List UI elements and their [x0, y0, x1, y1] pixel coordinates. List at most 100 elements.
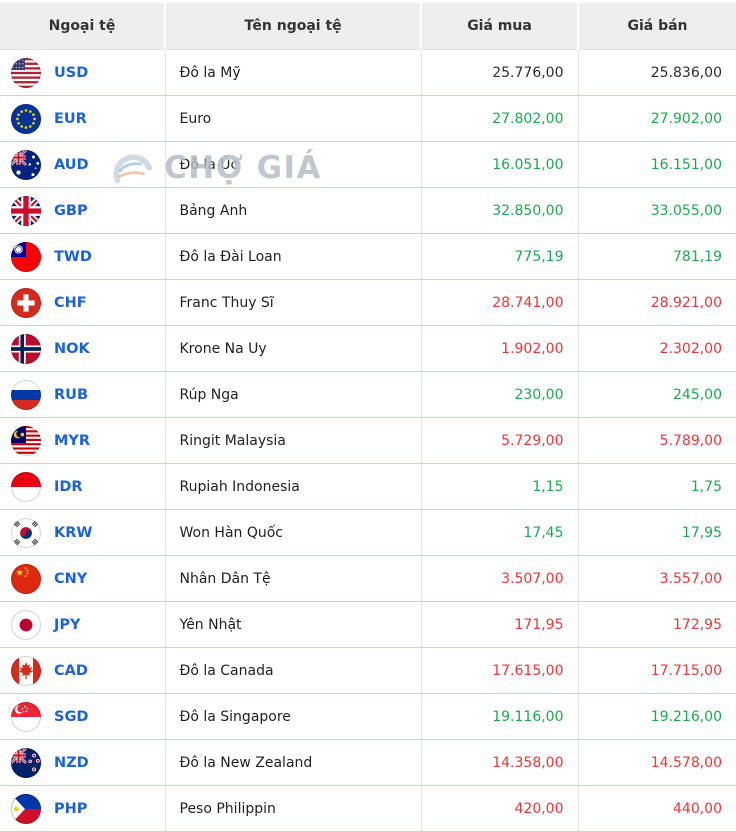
- currency-cell: GBP: [0, 187, 166, 234]
- sell-price: 16.151,00: [578, 141, 736, 188]
- nzd-flag-icon: [11, 747, 41, 778]
- nok-flag-icon: [11, 333, 41, 364]
- currency-cell: JPY: [0, 601, 166, 648]
- currency-name: Đô la Singapore: [165, 693, 422, 740]
- currency-name: Đô la Mỹ: [165, 49, 422, 96]
- sell-price: 25.836,00: [578, 49, 736, 96]
- cny-flag-icon: [11, 563, 41, 594]
- currency-name: Won Hàn Quốc: [165, 509, 422, 556]
- buy-price: 32.850,00: [421, 187, 579, 234]
- sell-price: 2.302,00: [578, 325, 736, 372]
- buy-price: 28.741,00: [421, 279, 579, 326]
- sell-price: 14.578,00: [578, 739, 736, 786]
- table-row: GBP Bảng Anh 32.850,00 33.055,00: [0, 187, 736, 234]
- currency-cell: EUR: [0, 95, 166, 142]
- currency-name: Rupiah Indonesia: [165, 463, 422, 510]
- currency-cell: AUD: [0, 141, 166, 188]
- currency-code-link[interactable]: JPY: [54, 616, 81, 633]
- table-row: RUB Rúp Nga 230,00 245,00: [0, 371, 736, 418]
- twd-flag-icon: [11, 241, 41, 272]
- buy-price: 17.615,00: [421, 647, 579, 694]
- buy-price: 3.507,00: [421, 555, 579, 602]
- sell-price: 5.789,00: [578, 417, 736, 464]
- sell-price: 17,95: [578, 509, 736, 556]
- table-row: CNY Nhân Dân Tệ 3.507,00 3.557,00: [0, 555, 736, 602]
- table-row: PHP Peso Philippin 420,00 440,00: [0, 785, 736, 832]
- jpy-flag-icon: [11, 609, 41, 640]
- sell-price: 28.921,00: [578, 279, 736, 326]
- sell-price: 440,00: [578, 785, 736, 832]
- currency-name: Đô la Úc: [165, 141, 422, 188]
- currency-cell: CAD: [0, 647, 166, 694]
- table-row: EUR Euro 27.802,00 27.902,00: [0, 95, 736, 142]
- currency-code-link[interactable]: KRW: [54, 524, 93, 541]
- currency-code-link[interactable]: TWD: [54, 248, 92, 265]
- currency-cell: MYR: [0, 417, 166, 464]
- currency-name: Yên Nhật: [165, 601, 422, 648]
- currency-cell: NZD: [0, 739, 166, 786]
- currency-name: Đô la New Zealand: [165, 739, 422, 786]
- currency-cell: NOK: [0, 325, 166, 372]
- currency-cell: IDR: [0, 463, 166, 510]
- currency-code-link[interactable]: GBP: [54, 202, 88, 219]
- buy-price: 27.802,00: [421, 95, 579, 142]
- currency-cell: CNY: [0, 555, 166, 602]
- header-currency-name: Tên ngoại tệ: [165, 3, 422, 50]
- currency-name: Krone Na Uy: [165, 325, 422, 372]
- buy-price: 775,19: [421, 233, 579, 280]
- header-buy-price: Giá mua: [421, 3, 579, 50]
- currency-code-link[interactable]: NZD: [54, 754, 89, 771]
- currency-code-link[interactable]: AUD: [54, 156, 89, 173]
- table-row: MYR Ringit Malaysia 5.729,00 5.789,00: [0, 417, 736, 464]
- currency-code-link[interactable]: USD: [54, 64, 89, 81]
- eur-flag-icon: [11, 103, 41, 134]
- currency-name: Đô la Canada: [165, 647, 422, 694]
- rub-flag-icon: [11, 379, 41, 410]
- table-row: KRW Won Hàn Quốc 17,45 17,95: [0, 509, 736, 556]
- gbp-flag-icon: [11, 195, 41, 226]
- buy-price: 1,15: [421, 463, 579, 510]
- currency-code-link[interactable]: NOK: [54, 340, 90, 357]
- currency-cell: KRW: [0, 509, 166, 556]
- currency-code-link[interactable]: MYR: [54, 432, 91, 449]
- currency-code-link[interactable]: CNY: [54, 570, 88, 587]
- table-row: IDR Rupiah Indonesia 1,15 1,75: [0, 463, 736, 510]
- currency-name: Peso Philippin: [165, 785, 422, 832]
- sell-price: 3.557,00: [578, 555, 736, 602]
- currency-code-link[interactable]: EUR: [54, 110, 87, 127]
- table-row: JPY Yên Nhật 171,95 172,95: [0, 601, 736, 648]
- krw-flag-icon: [11, 517, 41, 548]
- buy-price: 171,95: [421, 601, 579, 648]
- currency-name: Ringit Malaysia: [165, 417, 422, 464]
- sell-price: 27.902,00: [578, 95, 736, 142]
- currency-name: Đô la Đài Loan: [165, 233, 422, 280]
- exchange-rate-table: Ngoại tệ Tên ngoại tệ Giá mua Giá bán US…: [0, 3, 736, 832]
- php-flag-icon: [11, 793, 41, 824]
- currency-name: Bảng Anh: [165, 187, 422, 234]
- myr-flag-icon: [11, 425, 41, 456]
- header-currency: Ngoại tệ: [0, 3, 166, 50]
- sell-price: 781,19: [578, 233, 736, 280]
- currency-code-link[interactable]: CAD: [54, 662, 88, 679]
- buy-price: 25.776,00: [421, 49, 579, 96]
- table-row: CHF Franc Thuy Sĩ 28.741,00 28.921,00: [0, 279, 736, 326]
- currency-name: Euro: [165, 95, 422, 142]
- buy-price: 420,00: [421, 785, 579, 832]
- sell-price: 245,00: [578, 371, 736, 418]
- buy-price: 5.729,00: [421, 417, 579, 464]
- sell-price: 19.216,00: [578, 693, 736, 740]
- currency-code-link[interactable]: RUB: [54, 386, 88, 403]
- sell-price: 172,95: [578, 601, 736, 648]
- currency-code-link[interactable]: CHF: [54, 294, 87, 311]
- table-row: USD Đô la Mỹ 25.776,00 25.836,00: [0, 49, 736, 96]
- currency-code-link[interactable]: IDR: [54, 478, 83, 495]
- currency-cell: USD: [0, 49, 166, 96]
- buy-price: 14.358,00: [421, 739, 579, 786]
- currency-code-link[interactable]: PHP: [54, 800, 88, 817]
- buy-price: 17,45: [421, 509, 579, 556]
- currency-code-link[interactable]: SGD: [54, 708, 89, 725]
- table-row: NOK Krone Na Uy 1.902,00 2.302,00: [0, 325, 736, 372]
- table-row: AUD Đô la Úc 16.051,00 16.151,00: [0, 141, 736, 188]
- currency-name: Franc Thuy Sĩ: [165, 279, 422, 326]
- currency-cell: TWD: [0, 233, 166, 280]
